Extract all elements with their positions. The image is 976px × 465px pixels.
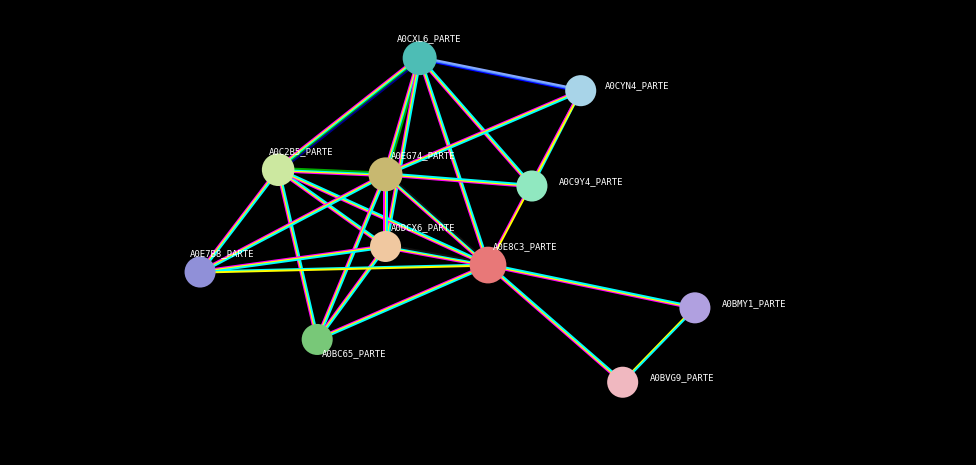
Point <box>524 182 540 190</box>
Text: A0EG74_PARTE: A0EG74_PARTE <box>390 152 455 160</box>
Text: A0BVG9_PARTE: A0BVG9_PARTE <box>650 373 714 382</box>
Text: A0CYN4_PARTE: A0CYN4_PARTE <box>605 81 670 91</box>
Point <box>378 243 393 250</box>
Text: A0E7B8_PARTE: A0E7B8_PARTE <box>190 249 255 258</box>
Text: A0C2B5_PARTE: A0C2B5_PARTE <box>268 147 333 156</box>
Point <box>412 54 427 62</box>
Text: A0BC65_PARTE: A0BC65_PARTE <box>322 349 386 358</box>
Text: A0DCX6_PARTE: A0DCX6_PARTE <box>390 224 455 232</box>
Text: A0CXL6_PARTE: A0CXL6_PARTE <box>397 34 462 43</box>
Point <box>573 87 589 94</box>
Point <box>378 171 393 178</box>
Point <box>480 261 496 269</box>
Point <box>687 304 703 312</box>
Text: A0E8C3_PARTE: A0E8C3_PARTE <box>493 242 557 251</box>
Point <box>615 379 630 386</box>
Point <box>270 166 286 173</box>
Text: A0BMY1_PARTE: A0BMY1_PARTE <box>722 299 787 308</box>
Text: A0C9Y4_PARTE: A0C9Y4_PARTE <box>559 177 624 186</box>
Point <box>192 268 208 276</box>
Point <box>309 336 325 343</box>
